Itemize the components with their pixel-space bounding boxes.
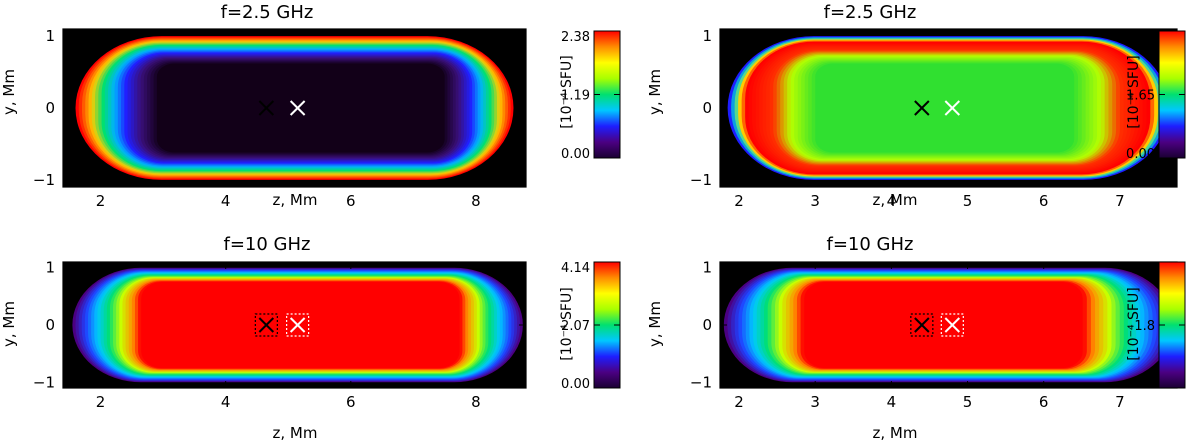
heatmap-plot-area: 2 3 4 5 6 7 −1 0 1: [690, 27, 1178, 210]
x-tick-label: 8: [471, 393, 481, 411]
y-tick-label: 1: [702, 27, 712, 45]
heatmap-plot-area: 2 3 4 5 6 7 −1 0 1: [690, 259, 1178, 411]
x-tick-label: 5: [963, 393, 973, 411]
y-tick-label: −1: [33, 373, 55, 391]
colorbar: 0.00 1.65 3.30: [1126, 30, 1186, 162]
y-axis-label: y, Mm: [0, 301, 18, 347]
x-axis-label: z, Mm: [873, 424, 918, 442]
white-cross-stroke: [289, 317, 306, 333]
y-tick-label: −1: [690, 373, 712, 391]
colorbar-label: [10⁻⁴ SFU]: [559, 287, 575, 360]
colorbar-tick-label: 1.8: [1134, 319, 1155, 334]
y-tick-label: 1: [45, 27, 55, 45]
x-tick-label: 4: [221, 393, 231, 411]
panel-title: f=10 GHz: [224, 234, 311, 255]
x-tick-label: 4: [887, 192, 897, 210]
y-tick-label: 1: [702, 259, 712, 277]
black-cross-stroke: [258, 317, 275, 333]
colorbar-label: [10⁻⁴ SFU]: [559, 55, 575, 128]
panel-bottom-right: f=10 GHz 2 3 4 5 6 7 −1 0 1 z, Mm y, Mm 0.0 1.8 3.…: [646, 234, 1186, 442]
colorbar: 0.00 2.07 4.14: [561, 261, 621, 392]
y-tick-label: −1: [690, 171, 712, 189]
x-tick-label: 2: [734, 192, 744, 210]
colorbar-label: [10⁻⁴ SFU]: [1126, 287, 1142, 360]
panel-bottom-left: f=10 GHz 2 4 6 8 −1 0 1 z, Mm y, Mm 0.00 2.07 4.…: [0, 234, 621, 442]
y-tick-label: 0: [702, 316, 712, 334]
y-axis-label: y, Mm: [646, 301, 664, 347]
x-tick-label: 7: [1115, 393, 1125, 411]
colorbar-tick-label: 2.38: [561, 30, 590, 45]
x-tick-label: 4: [887, 393, 897, 411]
panel-title: f=2.5 GHz: [824, 2, 917, 23]
x-tick-label: 2: [734, 393, 744, 411]
y-axis-label: y, Mm: [0, 69, 18, 115]
colorbar-tick-label: 1.19: [561, 89, 590, 104]
black-cross-stroke: [914, 100, 930, 116]
emission-contour: [156, 63, 445, 153]
x-tick-label: 3: [810, 192, 820, 210]
y-tick-label: −1: [33, 171, 55, 189]
black-cross-box: [254, 313, 278, 337]
panel-top-right: f=2.5 GHz 2 3 4 5 6 7 −1 0 1 z, Mm y, Mm 0.00 1.6…: [646, 2, 1186, 210]
black-cross-stroke: [914, 317, 930, 333]
emission-contour: [815, 63, 1075, 153]
x-tick-label: 6: [346, 192, 356, 210]
x-tick-label: 2: [96, 192, 106, 210]
x-tick-label: 3: [810, 393, 820, 411]
colorbar-tick-label: 0.00: [1126, 147, 1155, 162]
heatmap-plot-area: 2 4 6 8 −1 0 1: [33, 27, 527, 210]
x-tick-label: 8: [471, 192, 481, 210]
black-cross-box: [910, 313, 934, 337]
x-tick-label: 2: [96, 393, 106, 411]
y-tick-label: 0: [45, 316, 55, 334]
x-tick-label: 4: [221, 192, 231, 210]
colorbar: 0.0 1.8 3.6: [1134, 261, 1186, 392]
panel-title: f=10 GHz: [827, 234, 914, 255]
white-cross-box: [940, 313, 964, 337]
emission-contour: [815, 283, 1071, 367]
x-axis-label: z, Mm: [273, 191, 318, 209]
colorbar-tick-label: 0.0: [1134, 377, 1155, 392]
x-tick-label: 6: [1039, 192, 1049, 210]
emission-contour: [150, 283, 451, 367]
colorbar: 0.00 1.19 2.38: [561, 30, 621, 162]
y-tick-label: 1: [45, 259, 55, 277]
colorbar-tick-label: 4.14: [561, 261, 590, 276]
colorbar-tick-label: 0.00: [561, 377, 590, 392]
y-tick-label: 0: [45, 99, 55, 117]
colorbar-tick-label: 1.65: [1126, 89, 1155, 104]
colorbar-tick-label: 3.6: [1134, 261, 1155, 276]
x-tick-label: 6: [346, 393, 356, 411]
x-tick-label: 7: [1115, 192, 1125, 210]
heatmap-plot-area: 2 4 6 8 −1 0 1: [33, 259, 527, 411]
panel-title: f=2.5 GHz: [221, 2, 314, 23]
x-axis-label: z, Mm: [873, 191, 918, 209]
x-tick-label: 6: [1039, 393, 1049, 411]
x-tick-label: 5: [963, 192, 973, 210]
colorbar-label: [10⁻⁴ SFU]: [1126, 55, 1142, 128]
white-cross-stroke: [289, 100, 306, 116]
colorbar-tick-label: 3.30: [1126, 30, 1155, 45]
white-cross-stroke: [944, 100, 961, 116]
white-cross-stroke: [944, 317, 961, 333]
y-tick-label: 0: [702, 99, 712, 117]
colorbar-tick-label: 2.07: [561, 319, 590, 334]
colorbar-tick-label: 0.00: [561, 147, 590, 162]
y-axis-label: y, Mm: [646, 69, 664, 115]
panel-top-left: f=2.5 GHz 2 4 6 8 −1 0 1 z, Mm y, Mm 0.00 1.19 2…: [0, 2, 621, 210]
x-axis-label: z, Mm: [273, 424, 318, 442]
white-cross-box: [286, 313, 310, 337]
black-cross-stroke: [258, 100, 275, 116]
